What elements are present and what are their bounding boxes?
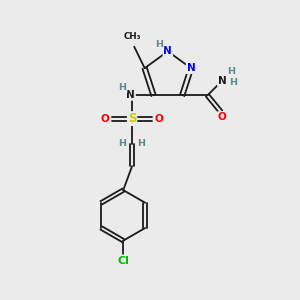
Text: Cl: Cl: [117, 256, 129, 266]
Text: N: N: [164, 46, 172, 56]
Text: H: H: [118, 140, 127, 148]
Text: O: O: [154, 114, 163, 124]
Text: N: N: [126, 90, 135, 100]
Text: S: S: [128, 112, 136, 125]
Text: CH₃: CH₃: [124, 32, 142, 41]
Text: H: H: [227, 67, 235, 76]
Text: H: H: [230, 77, 238, 86]
Text: H: H: [138, 140, 146, 148]
Text: N: N: [218, 76, 227, 85]
Text: H: H: [155, 40, 164, 49]
Text: O: O: [218, 112, 227, 122]
Text: N: N: [187, 63, 195, 73]
Text: O: O: [101, 114, 110, 124]
Text: H: H: [118, 83, 127, 92]
